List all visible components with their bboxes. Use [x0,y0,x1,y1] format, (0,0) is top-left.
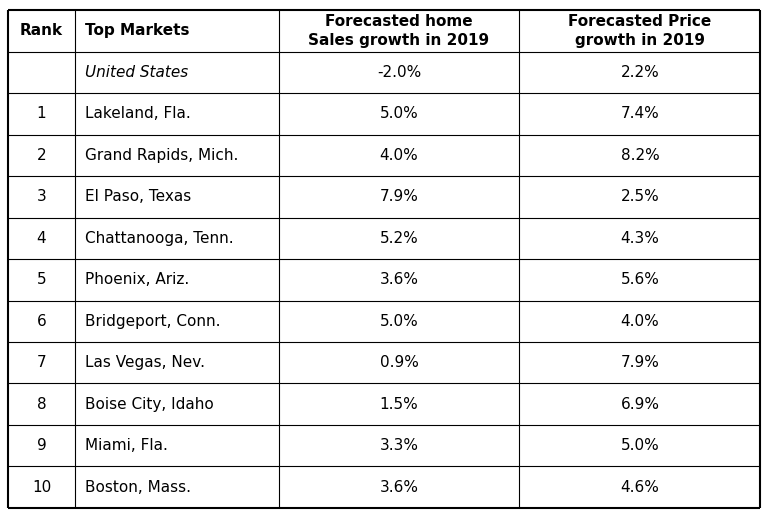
Text: 5.6%: 5.6% [621,272,660,287]
Text: 4.0%: 4.0% [621,314,659,329]
Text: 6: 6 [37,314,46,329]
Text: Chattanooga, Tenn.: Chattanooga, Tenn. [84,231,233,246]
Text: 7.9%: 7.9% [379,189,419,204]
Text: Forecasted home
Sales growth in 2019: Forecasted home Sales growth in 2019 [309,14,490,48]
Text: 4: 4 [37,231,46,246]
Text: Bridgeport, Conn.: Bridgeport, Conn. [84,314,220,329]
Text: 2: 2 [37,148,46,163]
Text: 2.2%: 2.2% [621,65,659,80]
Text: 3.6%: 3.6% [379,272,419,287]
Text: 8.2%: 8.2% [621,148,659,163]
Text: Miami, Fla.: Miami, Fla. [84,438,167,453]
Text: 3.6%: 3.6% [379,480,419,495]
Text: 4.0%: 4.0% [379,148,419,163]
Text: Lakeland, Fla.: Lakeland, Fla. [84,106,190,122]
Text: 5.0%: 5.0% [621,438,659,453]
Text: 0.9%: 0.9% [379,355,419,370]
Text: 9: 9 [37,438,46,453]
Text: 5.2%: 5.2% [379,231,419,246]
Text: 7.9%: 7.9% [621,355,660,370]
Text: 5.0%: 5.0% [379,314,419,329]
Text: 10: 10 [32,480,51,495]
Text: 1: 1 [37,106,46,122]
Text: Forecasted Price
growth in 2019: Forecasted Price growth in 2019 [568,14,711,48]
Text: -2.0%: -2.0% [377,65,421,80]
Text: 5.0%: 5.0% [379,106,419,122]
Text: 8: 8 [37,397,46,412]
Text: Las Vegas, Nev.: Las Vegas, Nev. [84,355,204,370]
Text: Top Markets: Top Markets [84,24,189,38]
Text: Rank: Rank [20,24,63,38]
Text: 3: 3 [37,189,46,204]
Text: 2.5%: 2.5% [621,189,659,204]
Text: 7.4%: 7.4% [621,106,659,122]
Text: 5: 5 [37,272,46,287]
Text: 6.9%: 6.9% [621,397,660,412]
Text: Boston, Mass.: Boston, Mass. [84,480,190,495]
Text: 3.3%: 3.3% [379,438,419,453]
Text: 4.6%: 4.6% [621,480,660,495]
Text: El Paso, Texas: El Paso, Texas [84,189,191,204]
Text: 4.3%: 4.3% [621,231,660,246]
Text: Boise City, Idaho: Boise City, Idaho [84,397,214,412]
Text: Phoenix, Ariz.: Phoenix, Ariz. [84,272,189,287]
Text: 1.5%: 1.5% [379,397,419,412]
Text: United States: United States [84,65,188,80]
Text: Grand Rapids, Mich.: Grand Rapids, Mich. [84,148,238,163]
Text: 7: 7 [37,355,46,370]
